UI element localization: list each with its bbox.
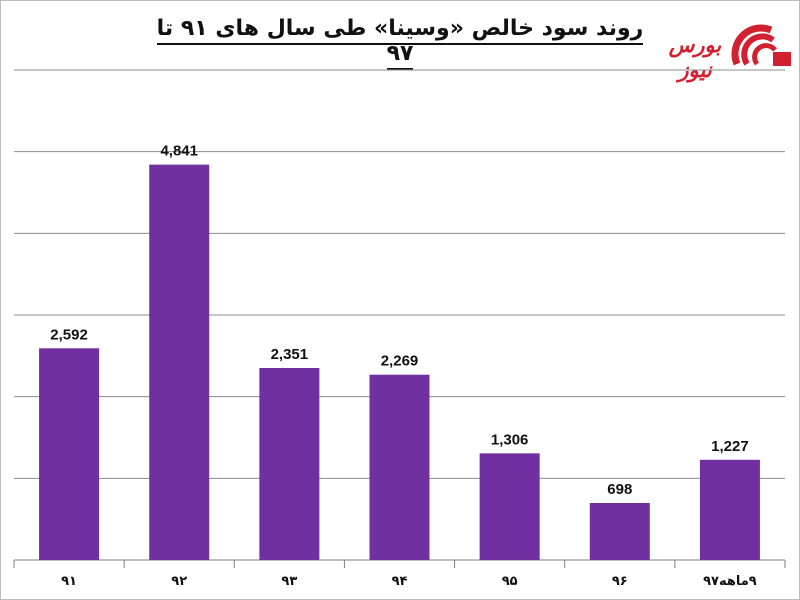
- bar: [149, 164, 210, 560]
- bar: [369, 374, 430, 560]
- bar: [479, 453, 540, 560]
- brand-logo: بورس نیوز: [655, 14, 795, 82]
- logo-mark-icon: [731, 24, 791, 66]
- logo-text: بورس نیوز: [668, 32, 722, 82]
- data-label: 2,592: [50, 326, 88, 343]
- data-label: 2,351: [271, 346, 309, 363]
- x-tick-label: ۹ماهه۹۷: [703, 574, 757, 589]
- x-tick-label: ۹۱: [61, 574, 77, 589]
- x-tick-label: ۹۲: [171, 574, 187, 589]
- data-label: 2,269: [381, 353, 419, 370]
- bar: [39, 348, 100, 560]
- x-tick-label: ۹۴: [392, 574, 408, 589]
- data-label: 1,306: [491, 431, 529, 448]
- data-label: 1,227: [711, 438, 749, 455]
- bar: [259, 368, 320, 560]
- data-label: 698: [607, 481, 632, 498]
- x-tick-label: ۹۵: [502, 574, 518, 589]
- x-tick-label: ۹۶: [612, 574, 628, 589]
- data-label: 4,841: [160, 143, 198, 160]
- bar: [699, 459, 760, 560]
- x-tick-label: ۹۳: [281, 574, 297, 589]
- bar: [589, 502, 650, 560]
- chart-title: روند سود خالص «وسینا» طی سال های ۹۱ تا ۹…: [150, 16, 650, 70]
